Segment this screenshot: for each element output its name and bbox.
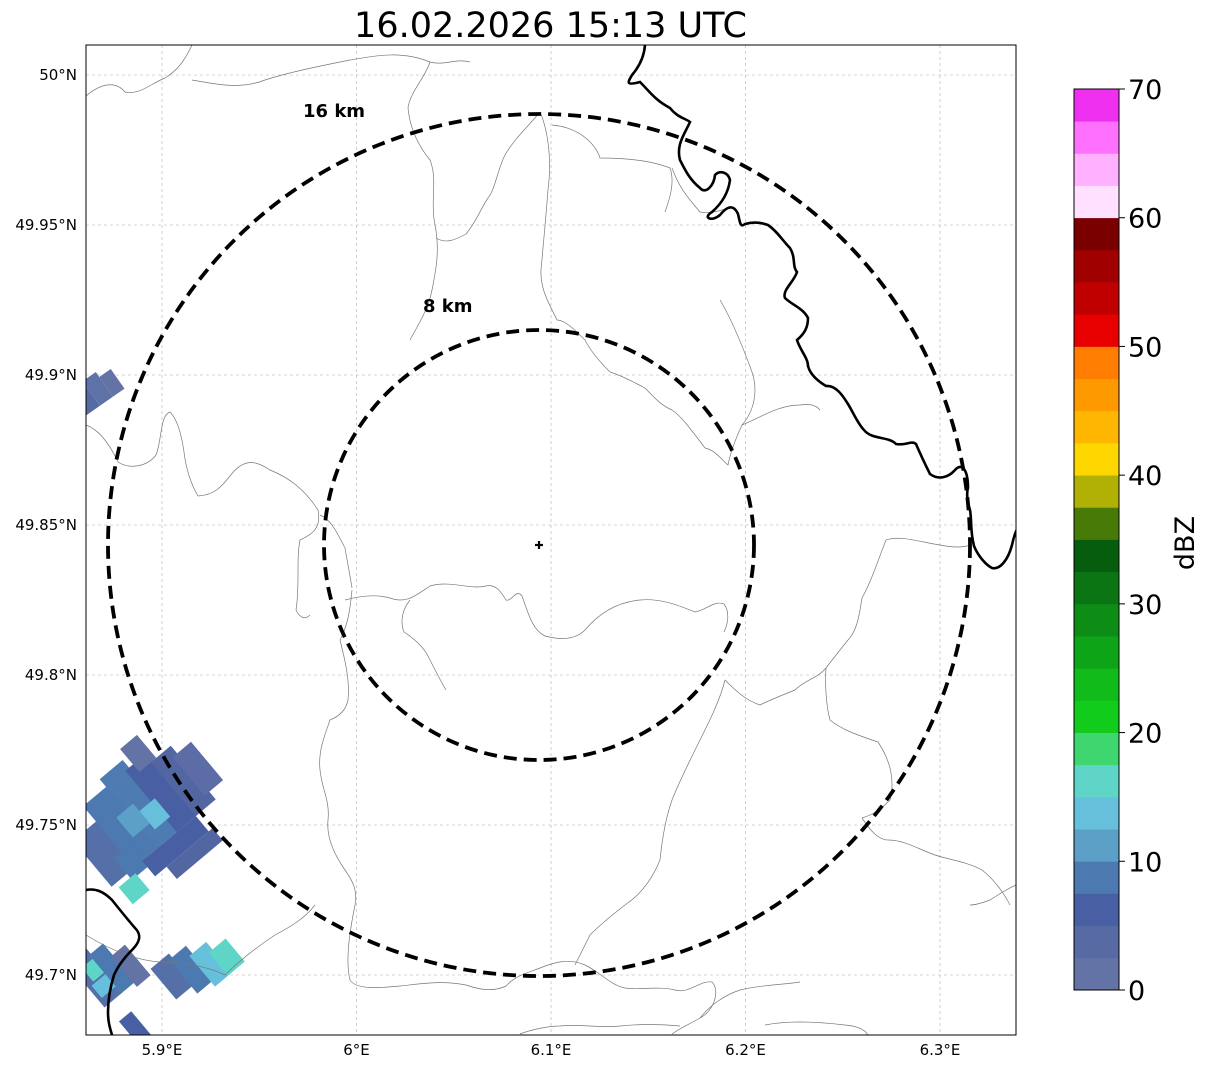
colorbar-ticks: 0 10 20 30 40 50 60 70 bbox=[1119, 75, 1162, 1007]
radar-echoes bbox=[86, 368, 245, 1035]
y-tick-label: 49.7°N bbox=[25, 966, 77, 984]
map-frame bbox=[85, 44, 1017, 1036]
colorbar-tick-label: 0 bbox=[1128, 976, 1145, 1007]
colorbar-swatch bbox=[1074, 796, 1119, 830]
echo-cluster-southwest bbox=[86, 734, 224, 905]
y-tick-label: 49.9°N bbox=[25, 366, 77, 384]
colorbar-tick-label: 30 bbox=[1128, 590, 1162, 621]
colorbar-tick-label: 10 bbox=[1128, 847, 1162, 878]
colorbar-swatch bbox=[1074, 636, 1119, 669]
municipal-boundaries bbox=[86, 45, 1016, 1035]
colorbar-tick-label: 70 bbox=[1128, 75, 1162, 106]
range-rings bbox=[106, 112, 972, 978]
colorbar-swatch bbox=[1074, 282, 1119, 315]
y-tick-label: 49.75°N bbox=[15, 816, 77, 834]
colorbar-swatch bbox=[1074, 861, 1119, 894]
colorbar-swatch bbox=[1074, 217, 1119, 251]
colorbar-label: dBZ bbox=[1170, 516, 1201, 570]
echo-cluster-south bbox=[86, 938, 245, 1035]
range-ring-16km bbox=[106, 112, 972, 978]
colorbar-swatch bbox=[1074, 571, 1119, 605]
colorbar-frame bbox=[1073, 88, 1120, 991]
colorbar-swatch bbox=[1074, 346, 1119, 380]
colorbar-tick-label: 20 bbox=[1128, 719, 1162, 750]
x-tick-label: 6°E bbox=[343, 1041, 370, 1059]
colorbar-swatch bbox=[1074, 603, 1119, 637]
y-tick-label: 49.8°N bbox=[25, 666, 77, 684]
map-title: 16.02.2026 15:13 UTC bbox=[354, 6, 747, 46]
axis-tick-labels: 5.9°E 6°E 6.1°E 6.2°E 6.3°E 50°N 49.95°N 49.9°N… bbox=[15, 66, 960, 1059]
gridlines bbox=[86, 45, 1016, 1035]
y-tick-label: 49.95°N bbox=[15, 216, 77, 234]
colorbar-swatch bbox=[1074, 442, 1119, 476]
colorbar: 0 10 20 30 40 50 60 70 dBZ bbox=[1073, 75, 1201, 1007]
colorbar-swatch bbox=[1074, 957, 1119, 991]
colorbar-swatch bbox=[1074, 893, 1119, 927]
colorbar-swatch bbox=[1074, 925, 1119, 959]
echo-cluster-north bbox=[86, 368, 125, 417]
colorbar-swatch bbox=[1074, 153, 1119, 186]
colorbar-swatch bbox=[1074, 732, 1119, 766]
colorbar-swatch bbox=[1074, 410, 1119, 444]
colorbar-swatch bbox=[1074, 249, 1119, 283]
range-ring-label-16km: 16 km bbox=[303, 101, 365, 122]
colorbar-tick-label: 50 bbox=[1128, 332, 1162, 363]
colorbar-tick-label: 60 bbox=[1128, 204, 1162, 235]
colorbar-swatches bbox=[1074, 89, 1119, 991]
x-tick-label: 6.2°E bbox=[725, 1041, 766, 1059]
colorbar-swatch bbox=[1074, 475, 1119, 508]
colorbar-swatch bbox=[1074, 700, 1119, 733]
x-tick-label: 6.1°E bbox=[531, 1041, 572, 1059]
colorbar-swatch bbox=[1074, 764, 1119, 798]
colorbar-swatch bbox=[1074, 539, 1119, 573]
colorbar-tick-label: 40 bbox=[1128, 461, 1162, 492]
radar-site-marker bbox=[535, 541, 543, 549]
international-borders bbox=[86, 45, 1016, 1035]
x-tick-label: 6.3°E bbox=[920, 1041, 961, 1059]
colorbar-swatch bbox=[1074, 121, 1119, 154]
x-tick-label: 5.9°E bbox=[142, 1041, 183, 1059]
colorbar-swatch bbox=[1074, 89, 1119, 122]
y-tick-label: 50°N bbox=[39, 66, 77, 84]
colorbar-swatch bbox=[1074, 314, 1119, 347]
colorbar-swatch bbox=[1074, 829, 1119, 862]
range-ring-8km bbox=[322, 328, 756, 762]
colorbar-swatch bbox=[1074, 378, 1119, 412]
colorbar-swatch bbox=[1074, 185, 1119, 219]
y-tick-label: 49.85°N bbox=[15, 516, 77, 534]
colorbar-swatch bbox=[1074, 507, 1119, 540]
colorbar-swatch bbox=[1074, 668, 1119, 701]
range-ring-label-8km: 8 km bbox=[423, 296, 473, 317]
